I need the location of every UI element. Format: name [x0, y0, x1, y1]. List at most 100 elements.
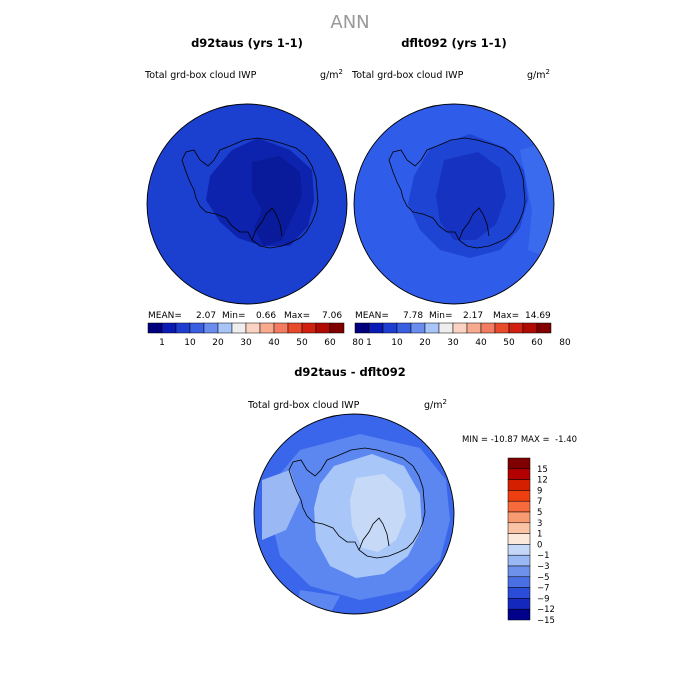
diff-colorbar-box	[507, 500, 531, 513]
diff-colorbar-tick: 12	[537, 476, 548, 486]
diff-colorbar-tick: 0	[537, 540, 542, 550]
diff-units: g/m2	[424, 398, 447, 411]
right-colorbar-tick: 1	[366, 338, 372, 348]
diff-colorbar-box	[507, 544, 531, 556]
right-colorbar	[354, 322, 552, 334]
diff-colorbar	[507, 457, 531, 621]
diff-colorbar-tick: −9	[537, 594, 550, 604]
diff-minmax: MIN = -10.87 MAX = -1.40	[462, 435, 577, 445]
diff-units-base: g/m	[424, 400, 443, 411]
diff-colorbar-tick: 7	[537, 497, 542, 507]
diff-colorbar-tick: −5	[537, 573, 550, 583]
left-colorbar-tick: 10	[184, 338, 196, 348]
diff-colorbar-tick: 5	[537, 508, 542, 518]
left-colorbar-tick: 60	[324, 338, 336, 348]
right-colorbar-box	[508, 322, 524, 334]
diff-colorbar-box	[507, 490, 531, 502]
right-colorbar-box	[354, 322, 370, 334]
diff-map-border	[253, 413, 455, 615]
diff-colorbar-box	[507, 565, 531, 578]
diff-colorbar-box	[507, 576, 531, 588]
right-max-value: 14.69	[525, 311, 551, 321]
diff-colorbar-box	[507, 511, 531, 524]
right-colorbar-box	[410, 322, 426, 334]
diff-colorbar-box	[507, 457, 531, 470]
diff-colorbar-tick: −12	[537, 605, 555, 615]
right-colorbar-box	[452, 322, 468, 334]
left-colorbar-box	[217, 322, 233, 334]
diff-colorbar-box	[507, 608, 531, 621]
right-units-base: g/m	[527, 70, 546, 81]
left-field-label: Total grd-box cloud IWP	[144, 70, 257, 81]
right-colorbar-tick: 80	[559, 338, 571, 348]
right-colorbar-tick: 30	[447, 338, 459, 348]
diff-colorbar-box	[507, 468, 531, 480]
right-mean-label: MEAN=	[355, 311, 389, 321]
diff-colorbar-box	[507, 598, 531, 610]
diff-colorbar-tick: −15	[537, 616, 555, 626]
right-map-deep-region	[436, 152, 506, 240]
left-colorbar	[147, 322, 345, 334]
left-colorbar-tick: 40	[268, 338, 280, 348]
diff-units-exp: 2	[443, 398, 447, 406]
diff-colorbar-tick: 15	[537, 465, 548, 475]
right-colorbar-box	[396, 322, 412, 334]
left-colorbar-box	[203, 322, 219, 334]
right-colorbar-box	[368, 322, 384, 334]
right-colorbar-box	[522, 322, 538, 334]
left-colorbar-box	[273, 322, 289, 334]
right-max-label: Max=	[493, 311, 519, 321]
right-stats: MEAN= 7.78 Min= 2.17 Max= 14.69	[355, 311, 551, 321]
right-case-title: dflt092 (yrs 1-1)	[401, 36, 507, 50]
right-polar-map	[353, 103, 555, 305]
right-colorbar-tick: 50	[503, 338, 515, 348]
diff-colorbar-tick: 9	[537, 486, 542, 496]
diff-colorbar-box	[507, 479, 531, 491]
right-min-value: 2.17	[463, 311, 483, 321]
left-units-exp: 2	[339, 68, 343, 76]
diff-field-label: Total grd-box cloud IWP	[247, 400, 360, 411]
right-map-edge-band	[520, 140, 554, 260]
diff-colorbar-box	[507, 587, 531, 599]
diff-colorbar-tick: −7	[537, 584, 550, 594]
left-max-value: 7.06	[322, 311, 342, 321]
left-colorbar-box	[315, 322, 331, 334]
right-min-label: Min=	[429, 311, 453, 321]
left-stats: MEAN= 2.07 Min= 0.66 Max= 7.06	[148, 311, 342, 321]
left-colorbar-box	[175, 322, 191, 334]
left-colorbar-tick: 30	[240, 338, 252, 348]
left-colorbar-box	[301, 322, 317, 334]
right-colorbar-box	[438, 322, 454, 334]
right-colorbar-box	[536, 322, 552, 334]
left-mean-value: 2.07	[196, 311, 216, 321]
left-colorbar-box	[259, 322, 275, 334]
right-colorbar-tick: 10	[391, 338, 403, 348]
left-colorbar-box	[161, 322, 177, 334]
right-colorbar-tick: 40	[475, 338, 487, 348]
diff-title: d92taus - dflt092	[294, 365, 406, 379]
diff-map-lighter-region	[350, 474, 406, 552]
left-colorbar-box	[231, 322, 247, 334]
diff-colorbar-box	[507, 522, 531, 534]
left-colorbar-tick: 50	[296, 338, 308, 348]
right-units: g/m2	[527, 68, 550, 81]
right-colorbar-box	[424, 322, 440, 334]
left-map-border	[146, 103, 348, 305]
left-colorbar-tick: 20	[212, 338, 224, 348]
left-case-title: d92taus (yrs 1-1)	[191, 36, 303, 50]
diff-colorbar-box	[507, 533, 531, 545]
right-units-exp: 2	[546, 68, 550, 76]
left-units: g/m2	[320, 68, 343, 81]
diff-colorbar-tick: −1	[537, 551, 550, 561]
left-colorbar-tick: 80	[352, 338, 364, 348]
right-map-coastline	[388, 137, 526, 249]
right-colorbar-ticks: 1 10 20 30 40 50 60 80	[366, 338, 571, 348]
right-colorbar-box	[480, 322, 496, 334]
left-min-value: 0.66	[256, 311, 276, 321]
left-map-coastline	[181, 137, 319, 249]
left-colorbar-box	[147, 322, 163, 334]
left-polar-map	[146, 103, 348, 305]
diff-colorbar-tick: 1	[537, 530, 542, 540]
left-colorbar-box	[329, 322, 345, 334]
